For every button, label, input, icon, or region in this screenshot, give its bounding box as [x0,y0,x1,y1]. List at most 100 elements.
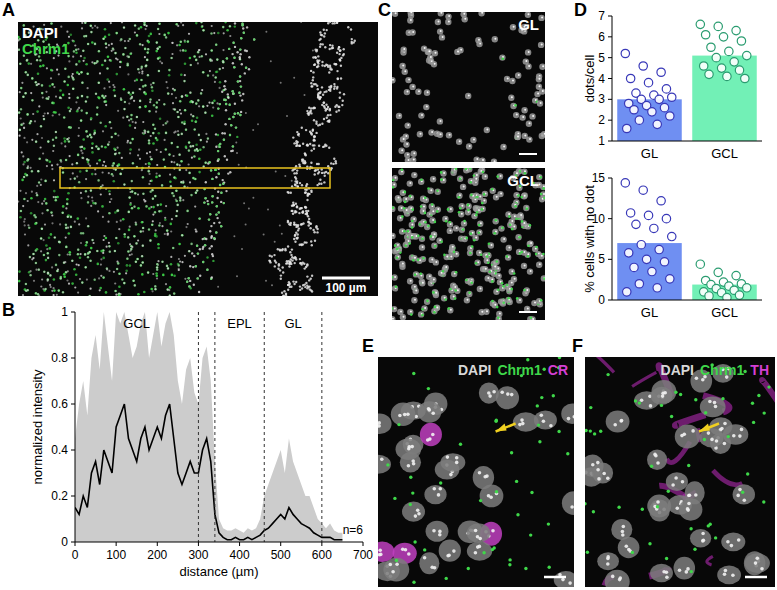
texture-dot [196,189,199,192]
texture-dot [118,152,120,154]
texture-dot [43,254,45,256]
texture-dot [28,227,31,230]
texture-dot [51,266,53,268]
texture-dot [90,136,92,138]
texture-dot [206,105,208,107]
texture-dot [66,203,68,205]
texture-dot [201,55,204,58]
texture-dot [90,25,93,28]
texture-dot [149,180,151,182]
texture-dot [46,67,48,69]
texture-dot [196,245,198,247]
texture-dot [28,62,31,65]
texture-dot [134,192,137,195]
texture-dot [195,121,197,123]
texture-dot [211,102,214,105]
texture-dot [139,106,142,109]
texture-dot [18,270,21,273]
texture-dot [102,184,104,186]
texture-dot [216,58,219,61]
texture-dot [22,155,24,157]
texture-dot [70,226,72,228]
texture-dot [154,195,156,197]
texture-dot [160,210,163,213]
texture-dot [149,98,152,101]
texture-dot [215,71,218,74]
texture-dot [181,121,183,123]
texture-dot [23,127,25,129]
texture-dot [89,295,91,296]
texture-dot [47,141,49,143]
texture-dot [139,100,141,102]
texture-dot [189,92,191,94]
texture-dot [231,53,233,55]
texture-dot [147,131,149,133]
texture-dot [232,145,234,147]
texture-dot [293,77,295,79]
texture-dot [37,72,40,75]
texture-dot [331,68,333,70]
texture-dot [86,96,88,98]
texture-dot [192,145,194,147]
texture-dot [219,68,222,71]
texture-dot [168,74,171,77]
texture-dot [148,142,151,145]
texture-dot [168,153,171,156]
texture-dot [144,24,146,26]
texture-dot [170,230,172,232]
texture-dot [156,102,158,104]
texture-dot [103,97,105,99]
texture-dot [191,101,194,104]
texture-dot [140,264,142,266]
texture-dot [216,205,218,207]
texture-dot [46,248,48,250]
texture-dot [41,92,43,94]
texture-dot [155,106,158,109]
texture-dot [167,233,169,235]
texture-dot [99,287,102,290]
texture-dot [189,280,191,282]
texture-dot [65,227,68,230]
texture-dot [210,237,212,239]
texture-dot [45,97,48,100]
texture-dot [24,173,27,176]
texture-dot [141,261,144,264]
texture-dot [183,123,186,126]
texture-dot [67,106,70,109]
texture-dot [55,96,57,98]
texture-dot [128,229,131,232]
texture-dot [95,145,98,148]
texture-dot [217,107,219,109]
texture-dot [201,25,204,28]
texture-dot [78,223,80,225]
texture-dot [158,70,161,73]
texture-dot [87,201,90,204]
texture-dot [166,230,168,232]
texture-dot [45,288,47,290]
texture-dot [69,251,72,254]
texture-dot [76,71,79,74]
texture-dot [102,252,104,254]
texture-dot [215,213,217,215]
texture-dot [52,114,54,116]
texture-dot [136,34,138,36]
texture-dot [21,151,23,153]
texture-dot [239,56,241,58]
texture-dot [158,46,161,49]
texture-dot [152,290,154,292]
texture-dot [60,276,63,279]
texture-dot [140,264,143,267]
texture-dot [22,163,24,165]
texture-dot [100,193,102,195]
texture-dot [232,42,234,44]
texture-dot [218,173,220,175]
texture-dot [103,87,105,89]
texture-dot [333,83,335,85]
texture-dot [142,193,145,196]
texture-dot [168,289,170,291]
texture-dot [167,93,169,95]
texture-dot [97,148,99,150]
texture-dot [116,58,118,60]
texture-dot [158,33,160,35]
texture-dot [40,146,42,148]
